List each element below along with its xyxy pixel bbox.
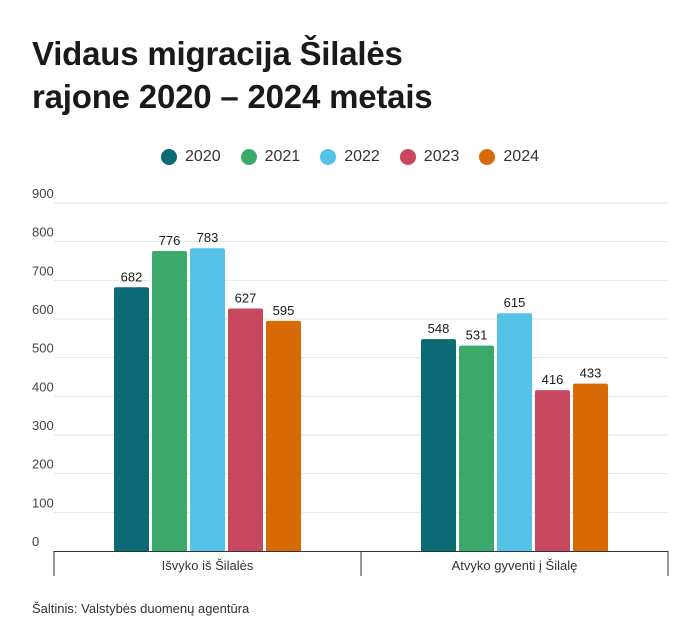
legend-swatch-2021 [240,149,257,165]
data-label-2023-atvyko: 416 [542,372,564,387]
bar-2022-atvyko [497,313,532,551]
data-label-2022-isvyko: 783 [197,230,219,245]
bar-2022-isvyko [190,248,225,552]
bar-2020-isvyko [114,287,149,551]
data-label-2020-atvyko: 548 [428,321,450,336]
legend-item-2022: 2022 [320,148,380,166]
legend-swatch-2022 [320,149,337,165]
legend-item-2024: 2024 [479,148,539,166]
category-label-atvyko: Atvyko gyventi į Šilalę [452,558,578,573]
bar-2021-isvyko [152,250,187,552]
legend-label-2022: 2022 [344,148,380,165]
y-tick-label-300: 300 [32,418,54,433]
y-tick-label-700: 700 [32,263,54,278]
legend-swatch-2024 [479,149,496,165]
y-tick-label-200: 200 [32,457,54,472]
data-label-2020-isvyko: 682 [121,269,143,284]
legend-label-2024: 2024 [503,148,539,165]
legend-label-2021: 2021 [264,148,301,165]
bar-2021-atvyko [459,345,494,551]
legend-item-2021: 2021 [240,148,301,166]
data-label-2023-isvyko: 627 [235,291,257,306]
legend-label-2023: 2023 [423,148,460,165]
category-label-isvyko: Išvyko iš Šilalės [162,558,254,573]
data-label-2024-atvyko: 433 [580,366,602,381]
legend-item-2020: 2020 [161,148,221,166]
y-tick-label-600: 600 [32,302,54,317]
data-label-2021-isvyko: 776 [159,233,181,248]
bar-2020-atvyko [421,339,456,551]
bar-2023-isvyko [228,308,263,551]
legend-item-2023: 2023 [399,148,460,166]
chart-legend: 2020 2021 2022 2023 2024 [0,144,700,170]
y-tick-label-500: 500 [32,341,54,356]
chart-title-line-1: Vidaus migracija Šilalės [32,35,403,72]
chart-title: Vidaus migracija Šilalės rajone 2020 – 2… [32,32,433,118]
bar-2024-isvyko [266,320,301,551]
y-tick-label-400: 400 [32,379,54,394]
y-tick-label-0: 0 [32,534,39,549]
data-label-2021-atvyko: 531 [466,328,488,343]
legend-swatch-2023 [399,149,416,165]
y-tick-label-900: 900 [32,186,54,201]
y-tick-label-800: 800 [32,225,54,240]
legend-label-2020: 2020 [185,148,221,165]
bar-2023-atvyko [535,390,570,551]
data-label-2022-atvyko: 615 [504,295,526,310]
chart-title-line-2: rajone 2020 – 2024 metais [32,78,433,115]
y-tick-label-100: 100 [32,495,54,510]
legend-swatch-2020 [161,149,178,165]
bar-2024-atvyko [573,383,608,551]
data-label-2024-isvyko: 595 [273,303,295,318]
source-note: Šaltinis: Valstybės duomenų agentūra [32,601,250,616]
